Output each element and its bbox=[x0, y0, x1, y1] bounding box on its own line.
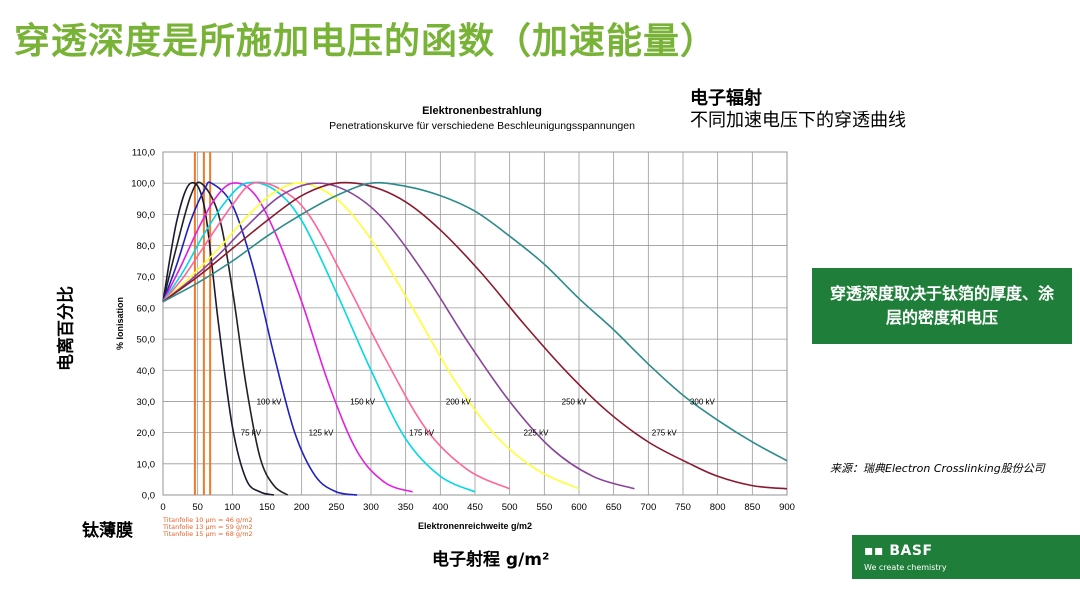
x-tick-label: 600 bbox=[571, 502, 587, 513]
x-tick-label: 700 bbox=[640, 502, 656, 513]
series-line bbox=[162, 181, 788, 462]
x-tick-label: 250 bbox=[328, 502, 344, 513]
curve-label: 250 kV bbox=[562, 397, 588, 406]
series-line bbox=[162, 182, 580, 490]
x-tick-label: 200 bbox=[294, 502, 310, 513]
foil-note: Titanfolie 13 µm = 59 g/m2 bbox=[163, 523, 253, 531]
curve-label: 175 kV bbox=[409, 429, 435, 438]
y-tick-label: 10,0 bbox=[137, 459, 156, 470]
series-line bbox=[162, 182, 413, 493]
y-tick-label: 110,0 bbox=[132, 148, 155, 159]
curve-label: 75 kV bbox=[241, 429, 262, 438]
x-axis-label-cn: 电子射程 g/m² bbox=[432, 550, 550, 570]
x-tick-label: 900 bbox=[779, 502, 795, 513]
x-tick-label: 800 bbox=[710, 502, 726, 513]
y-tick-label: 80,0 bbox=[137, 241, 156, 252]
x-tick-label: 500 bbox=[502, 502, 518, 513]
series-line bbox=[162, 181, 289, 496]
x-tick-label: 300 bbox=[363, 502, 379, 513]
foil-label-cn: 钛薄膜 bbox=[82, 521, 133, 541]
chart-subtitle: Penetrationskurve für verschiedene Besch… bbox=[329, 120, 635, 132]
x-tick-label: 400 bbox=[432, 502, 448, 513]
side-title-heading: 电子辐射 bbox=[690, 88, 762, 109]
y-tick-label: 90,0 bbox=[137, 210, 156, 221]
y-tick-label: 30,0 bbox=[137, 397, 156, 408]
y-tick-label: 0,0 bbox=[142, 491, 155, 502]
curve-label: 150 kV bbox=[350, 397, 376, 406]
x-tick-label: 550 bbox=[536, 502, 552, 513]
y-tick-label: 60,0 bbox=[137, 303, 156, 314]
curve-label: 200 kV bbox=[446, 397, 472, 406]
y-tick-label: 40,0 bbox=[137, 366, 156, 377]
source-note: 来源：瑞典Electron Crosslinking股份公司 bbox=[830, 462, 1045, 475]
slide-title: 穿透深度是所施加电压的函数（加速能量） bbox=[14, 21, 718, 62]
x-tick-label: 50 bbox=[192, 502, 203, 513]
y-tick-label: 20,0 bbox=[137, 428, 156, 439]
series-line bbox=[162, 181, 788, 490]
y-tick-label: 100,0 bbox=[131, 179, 155, 190]
curve-label: 300 kV bbox=[690, 397, 716, 406]
logo-name: ▪▪ BASF bbox=[864, 543, 933, 559]
x-tick-label: 450 bbox=[467, 502, 483, 513]
chart-title: Elektronenbestrahlung bbox=[422, 105, 542, 117]
series-line bbox=[162, 181, 275, 496]
x-tick-label: 100 bbox=[224, 502, 240, 513]
side-title: 电子辐射 不同加速电压下的穿透曲线 bbox=[690, 88, 906, 132]
x-tick-label: 0 bbox=[160, 502, 165, 513]
series-line bbox=[162, 181, 510, 490]
x-axis-label: Elektronenreichweite g/m2 bbox=[418, 521, 532, 531]
foil-note: Titanfolie 10 µm = 46 g/m2 bbox=[163, 516, 253, 524]
y-tick-label: 50,0 bbox=[137, 335, 156, 346]
callout-box: 穿透深度取决于钛箔的厚度、涂层的密度和电压 bbox=[812, 268, 1072, 344]
series-line bbox=[162, 182, 635, 490]
series-line bbox=[162, 181, 358, 496]
foil-note: Titanfolie 15 µm = 68 g/m2 bbox=[163, 530, 253, 538]
logo-tagline: We create chemistry bbox=[864, 563, 947, 572]
series-line bbox=[162, 181, 476, 493]
foil-notes: Titanfolie 10 µm = 46 g/m2 Titanfolie 13… bbox=[163, 517, 253, 538]
x-tick-label: 750 bbox=[675, 502, 691, 513]
basf-logo: ▪▪ BASF We create chemistry bbox=[852, 535, 1080, 579]
x-tick-label: 850 bbox=[744, 502, 760, 513]
curve-label: 125 kV bbox=[309, 429, 335, 438]
x-tick-label: 350 bbox=[398, 502, 414, 513]
y-tick-label: 70,0 bbox=[137, 272, 156, 283]
side-title-subheading: 不同加速电压下的穿透曲线 bbox=[690, 110, 906, 131]
curve-label: 275 kV bbox=[652, 429, 678, 438]
y-axis-label: % Ionisation bbox=[115, 297, 125, 350]
x-tick-label: 150 bbox=[259, 502, 275, 513]
curve-label: 100 kV bbox=[257, 397, 283, 406]
x-tick-label: 650 bbox=[606, 502, 622, 513]
curve-label: 225 kV bbox=[524, 429, 550, 438]
callout-text: 穿透深度取决于钛箔的厚度、涂层的密度和电压 bbox=[829, 284, 1054, 327]
